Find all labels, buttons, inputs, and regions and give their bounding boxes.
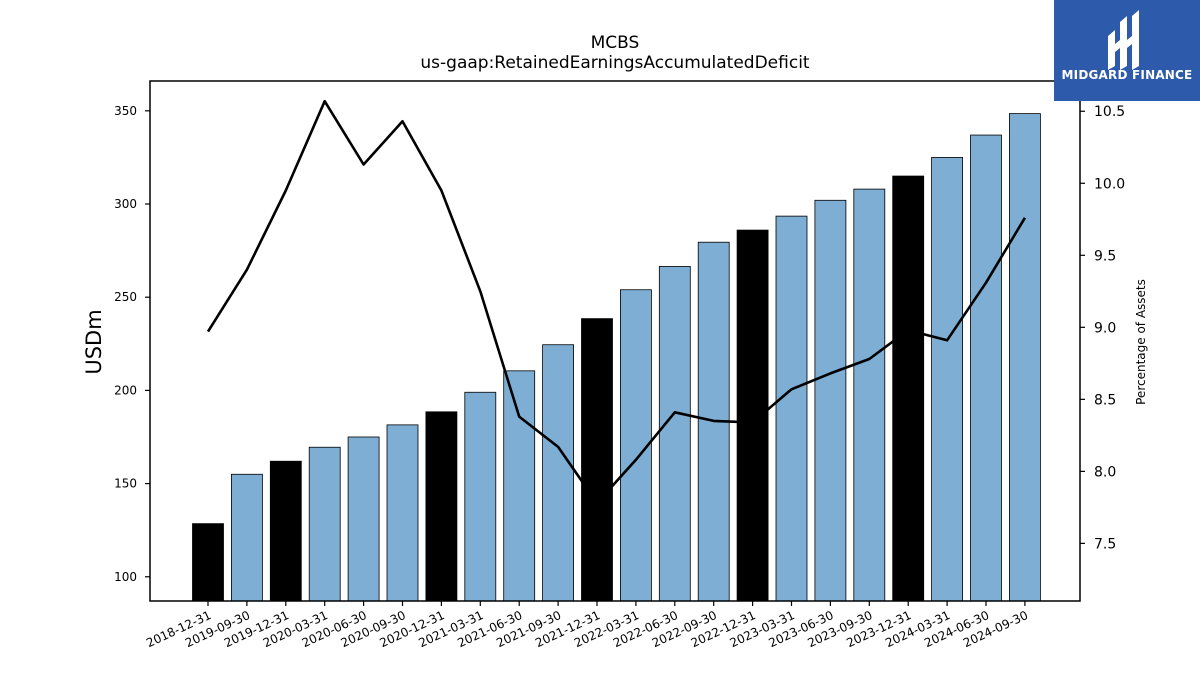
y-right-tick-label: 10.5 xyxy=(1094,104,1125,120)
bar xyxy=(269,460,302,602)
y-right-tick-label: 9.5 xyxy=(1094,248,1116,264)
chart-title: MCBS xyxy=(591,33,640,53)
y-right-tick-label: 8.0 xyxy=(1094,464,1116,480)
bar xyxy=(192,523,224,602)
chart-subtitle: us-gaap:RetainedEarningsAccumulatedDefic… xyxy=(420,53,810,73)
y-tick-label: 150 xyxy=(114,477,137,491)
midgard-logo-icon xyxy=(1054,0,1200,101)
y-axis-label: USDm xyxy=(82,309,106,374)
brand-name: MIDGARD FINANCE xyxy=(1061,68,1193,82)
bar-series xyxy=(192,113,1041,602)
y-right-tick-label: 10.0 xyxy=(1094,176,1125,192)
bar xyxy=(347,436,380,602)
bar xyxy=(581,318,613,602)
bar xyxy=(775,215,808,602)
bar xyxy=(503,370,536,602)
bar xyxy=(230,473,263,602)
plot-frame xyxy=(149,80,1081,602)
bar xyxy=(308,446,341,602)
bar xyxy=(386,424,419,602)
brand-logo: MIDGARD FINANCE xyxy=(1054,0,1200,101)
y-tick-label: 300 xyxy=(114,197,137,211)
y-tick-label: 200 xyxy=(114,383,137,397)
y-right-tick-label: 8.5 xyxy=(1094,392,1116,408)
y-right-tick-label: 9.0 xyxy=(1094,320,1116,336)
bar xyxy=(931,157,963,602)
bar xyxy=(464,391,497,602)
bar xyxy=(542,344,574,602)
y-tick-label: 250 xyxy=(114,290,137,304)
bar xyxy=(892,175,925,602)
y-right-tick-label: 7.5 xyxy=(1094,536,1116,552)
bar xyxy=(970,134,1002,602)
bar xyxy=(1009,113,1041,602)
bar xyxy=(736,229,769,602)
y-tick-label: 100 xyxy=(114,570,137,584)
bar xyxy=(425,411,458,602)
bar xyxy=(853,188,886,602)
bar xyxy=(814,199,847,602)
bar xyxy=(658,266,691,602)
y-axis-right-label: Percentage of Assets xyxy=(1134,279,1148,405)
percentage-of-assets-line xyxy=(206,99,1027,505)
y-tick-label: 350 xyxy=(114,104,137,118)
